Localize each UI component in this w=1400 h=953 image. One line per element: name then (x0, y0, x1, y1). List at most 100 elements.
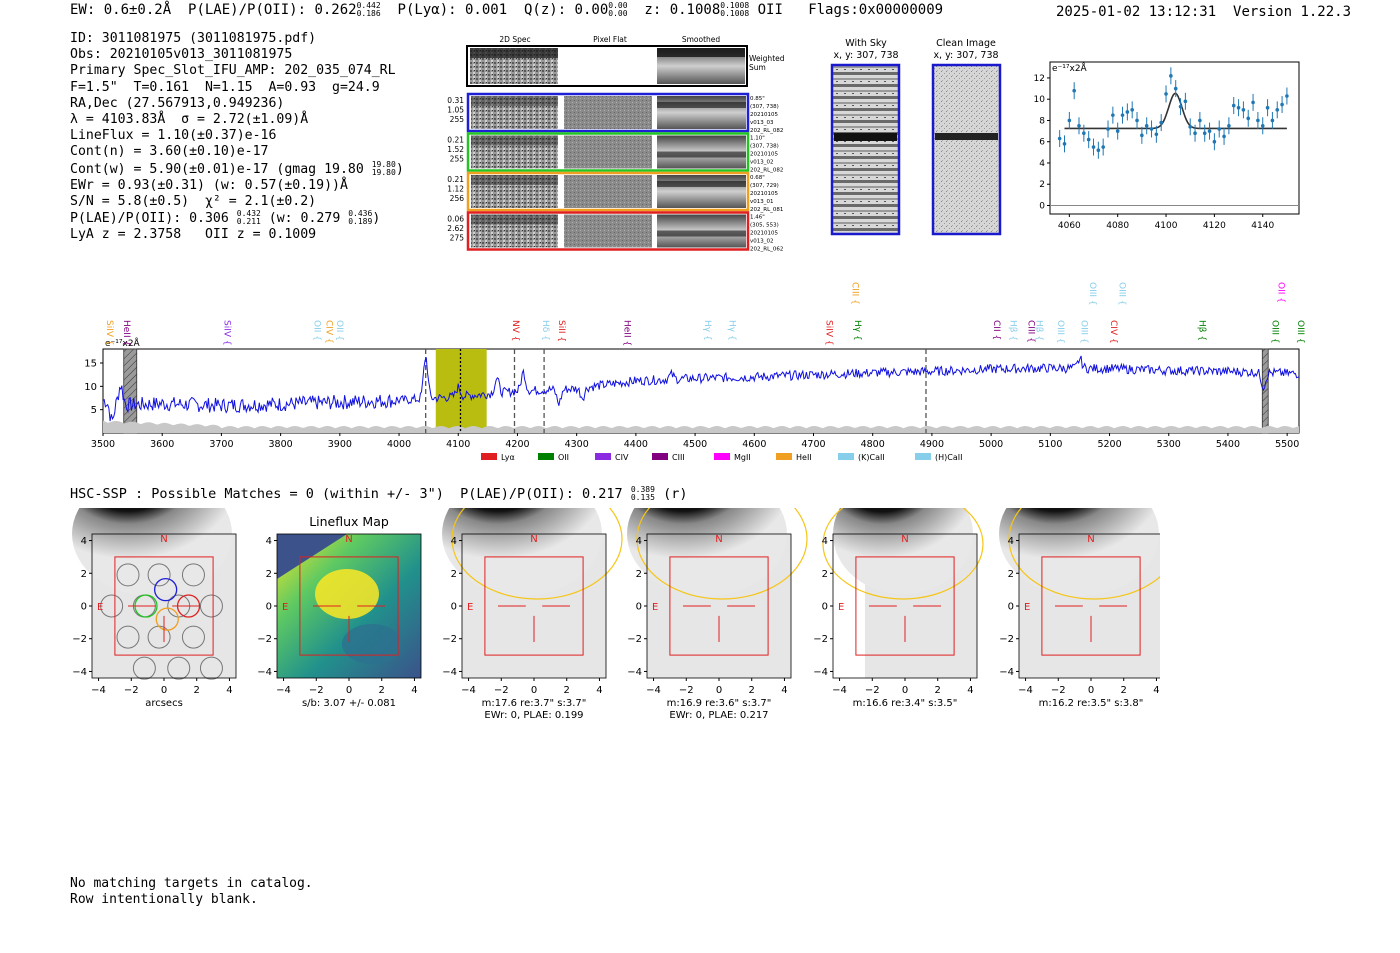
cutout-meta: v013_02 (750, 160, 774, 166)
clean-image (931, 63, 1002, 236)
north-label: N (1087, 534, 1094, 545)
qz-range: 0.00 0.00 (608, 1, 628, 18)
fit-data-point (1222, 127, 1226, 145)
fit-data-point (1111, 106, 1115, 124)
panel-ytick: −4 (813, 667, 828, 678)
panel-xtick: 4 (411, 685, 417, 696)
east-label: E (838, 602, 844, 613)
with-sky-coord: x, y: 307, 738 (833, 50, 898, 61)
spectrum-xtick: 4900 (920, 439, 944, 450)
fit-data-point (1159, 114, 1164, 132)
cutout-meta: (307, 738) (750, 104, 779, 110)
cutout-meta: 202_RL_082 (750, 168, 783, 174)
image-panel: Lineflux Map N E −4 −4 −2 −2 0 0 2 2 4 4 s/b: 3.07 +/… (257, 514, 422, 709)
cutout-pixelflat (564, 214, 652, 248)
legend-entry: CIV (595, 453, 629, 462)
spectrum-xtick: 3600 (150, 439, 174, 450)
cutout-row-value: 1.52 (447, 145, 464, 154)
fiber-circle (132, 656, 156, 680)
svg-text:HeII: HeII (796, 453, 812, 462)
north-label: N (715, 534, 722, 545)
fit-data-point (1106, 120, 1110, 138)
fit-data-point (1125, 103, 1130, 121)
spectrum-xtick: 4100 (446, 439, 470, 450)
spectral-line-label: OII { (334, 320, 344, 341)
panel-ytick: 4 (81, 536, 87, 547)
fit-data-point (1077, 117, 1081, 135)
spectrum-ytick: 10 (84, 382, 97, 393)
spectral-line-label: HeII { (121, 320, 131, 346)
spectral-line-label: CIV { (323, 320, 333, 344)
panel-ytick: −2 (257, 634, 272, 645)
spectral-line-label: OII { (311, 320, 321, 341)
cutout-row-value: 1.12 (447, 185, 464, 194)
fit-data-point (1285, 87, 1289, 105)
info-redshifts: LyA z = 2.3758 OII z = 0.1009 (70, 227, 317, 243)
spectral-line-label: OIII { (1269, 320, 1279, 344)
fit-data-point (1082, 124, 1086, 142)
fiber-circle (116, 625, 140, 649)
cutout-row-value: 275 (450, 234, 465, 243)
fiber-circle (167, 656, 191, 680)
cutout-row-value: 0.06 (447, 215, 464, 224)
panel-xtick: 4 (781, 685, 787, 696)
north-label: N (160, 534, 167, 545)
fit-ytick: 0 (1039, 201, 1045, 211)
fit-data-point (1120, 106, 1125, 124)
spectral-line-label: OIII { (1055, 320, 1065, 344)
panel-xtick: 2 (379, 685, 385, 696)
panel-ytick: −2 (999, 634, 1014, 645)
east-label: E (467, 602, 473, 613)
svg-text:Sum: Sum (749, 63, 766, 72)
cutout-smoothed (657, 175, 746, 208)
panel-xtick: 4 (967, 685, 973, 696)
panel-ytick: −4 (442, 667, 457, 678)
panel-ytick: −4 (257, 667, 272, 678)
fiber-circle (199, 656, 223, 680)
panel-xtick: 4 (596, 685, 602, 696)
spectral-line-label: Hγ { (727, 320, 737, 341)
weighted-sum-row: Weighted Sum (466, 45, 785, 87)
ew-value: EW: 0.6±0.2Å (70, 2, 172, 18)
panel-ytick: −4 (72, 667, 87, 678)
col-title-2dspec: 2D Spec (499, 35, 530, 44)
east-label: E (282, 602, 288, 613)
fit-data-point (1246, 109, 1251, 127)
fit-scale-label: e⁻¹⁷x2Å (1052, 62, 1088, 74)
with-sky-title: With Sky (845, 38, 887, 49)
timestamp-version: 2025-01-02 13:12:31 Version 1.22.3 (1056, 4, 1351, 20)
panel-xtick: 0 (1088, 685, 1094, 696)
panel-xtick: −4 (646, 685, 661, 696)
fiber-circle-highlight (155, 607, 179, 631)
legend-entry: (K)CaII (838, 453, 885, 462)
fit-xtick: 4080 (1106, 221, 1129, 231)
spectral-line-label: SiII { (556, 320, 566, 342)
spectral-line-label: Hβ { (1008, 320, 1018, 341)
north-label: N (530, 534, 537, 545)
z-value: z: 0.1008 (644, 2, 721, 18)
spectral-line-label: CII { (991, 320, 1001, 340)
spectrum-xtick: 3700 (209, 439, 233, 450)
panel-ytick: 2 (1008, 569, 1014, 580)
spectrum-scale-label: e⁻¹⁷x2Å (105, 337, 141, 349)
spectrum-ytick: 15 (84, 359, 97, 370)
panel-xtick: 4 (1153, 685, 1159, 696)
legend-entry: HeII (776, 453, 812, 462)
panel-xtick: 2 (564, 685, 570, 696)
cutout-meta: v013_01 (750, 199, 774, 205)
panel-xtick: −4 (461, 685, 476, 696)
fit-data-point (1265, 99, 1270, 117)
fit-xtick: 4060 (1058, 221, 1081, 231)
spectrum-xtick: 5100 (1038, 439, 1062, 450)
spectral-line-label: Hγ { (702, 320, 712, 341)
fit-data-point (1130, 101, 1134, 119)
cutout-smoothed (657, 96, 746, 129)
spectral-line-label: CIV { (1108, 320, 1118, 344)
panel-caption: s/b: 3.07 +/- 0.081 (302, 698, 396, 709)
spectral-line-label: OIII { (1087, 282, 1097, 306)
cutout-meta: (307, 729) (750, 183, 779, 189)
